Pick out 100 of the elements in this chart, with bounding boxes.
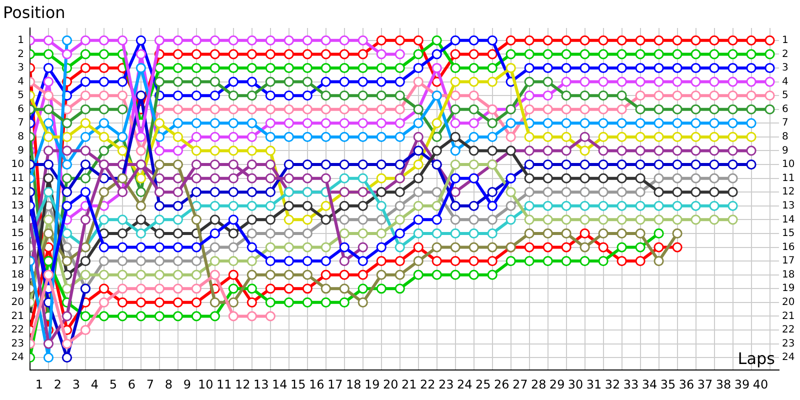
point <box>616 90 627 101</box>
x-tick-label: 23 <box>438 377 454 392</box>
point <box>450 187 460 198</box>
point <box>598 173 608 184</box>
point <box>468 118 479 128</box>
point <box>450 146 460 156</box>
point <box>339 173 350 184</box>
point <box>136 242 146 252</box>
point <box>616 146 627 156</box>
point <box>339 49 350 60</box>
point <box>709 90 720 101</box>
x-tick-label: 39 <box>734 377 750 392</box>
point <box>450 132 460 142</box>
y2-tick-label: 21 <box>782 310 795 322</box>
point <box>302 214 312 225</box>
point <box>172 104 183 114</box>
point <box>191 214 202 225</box>
y2-tick-label: 16 <box>782 242 795 253</box>
point <box>265 173 276 184</box>
point <box>228 159 238 170</box>
point <box>228 214 238 225</box>
point <box>561 159 572 170</box>
point <box>246 187 257 198</box>
point <box>580 104 590 114</box>
point <box>376 270 386 280</box>
point <box>246 256 257 266</box>
x-tick-label: 25 <box>475 377 491 392</box>
point <box>43 90 54 101</box>
point <box>302 90 312 101</box>
point <box>154 284 165 294</box>
point <box>172 297 183 308</box>
point <box>376 104 386 114</box>
point <box>580 49 590 60</box>
point <box>709 132 720 142</box>
point <box>376 35 386 46</box>
point <box>339 242 350 252</box>
point <box>136 49 146 60</box>
point <box>284 297 294 308</box>
point <box>154 228 165 239</box>
point <box>635 214 646 225</box>
point <box>524 62 534 74</box>
point <box>339 256 350 266</box>
y2-tick-label: 11 <box>782 172 795 184</box>
point <box>561 187 572 198</box>
point <box>561 228 572 239</box>
point <box>265 104 276 114</box>
x-tick-label: 28 <box>530 377 546 392</box>
point <box>746 49 756 60</box>
point <box>302 35 312 46</box>
point <box>62 352 72 363</box>
point <box>98 35 110 46</box>
point <box>62 132 72 142</box>
point <box>580 242 590 252</box>
point <box>580 214 590 225</box>
point <box>136 132 146 142</box>
point <box>654 104 664 114</box>
point <box>80 62 91 74</box>
point <box>413 159 424 170</box>
point <box>246 104 257 114</box>
point <box>62 118 72 128</box>
point <box>394 214 405 225</box>
point <box>672 146 682 156</box>
point <box>413 242 424 252</box>
point <box>506 35 516 46</box>
point <box>580 35 590 46</box>
point <box>265 297 276 308</box>
point <box>284 76 294 87</box>
point <box>654 146 664 156</box>
point <box>228 284 238 294</box>
point <box>524 49 534 60</box>
point <box>450 242 460 252</box>
point <box>228 90 238 101</box>
point <box>98 49 110 60</box>
point <box>191 256 202 266</box>
y2-tick-label: 2 <box>782 48 788 60</box>
point <box>62 146 72 156</box>
point <box>339 132 350 142</box>
point <box>62 187 72 198</box>
point <box>616 214 627 225</box>
point <box>413 187 424 198</box>
point <box>136 256 146 266</box>
point <box>487 200 498 211</box>
point <box>450 228 460 239</box>
point <box>468 90 479 101</box>
y2-tick-label: 18 <box>782 269 795 280</box>
point <box>210 242 220 252</box>
point <box>172 132 183 142</box>
point <box>468 228 479 239</box>
point <box>302 132 312 142</box>
point <box>246 49 257 60</box>
point <box>561 173 572 184</box>
point <box>672 200 682 211</box>
point <box>598 62 608 74</box>
point <box>524 173 534 184</box>
point <box>62 228 72 239</box>
point <box>764 104 775 114</box>
point <box>284 132 294 142</box>
y2-tick-label: 4 <box>782 76 788 88</box>
point <box>376 159 386 170</box>
point <box>358 200 368 211</box>
